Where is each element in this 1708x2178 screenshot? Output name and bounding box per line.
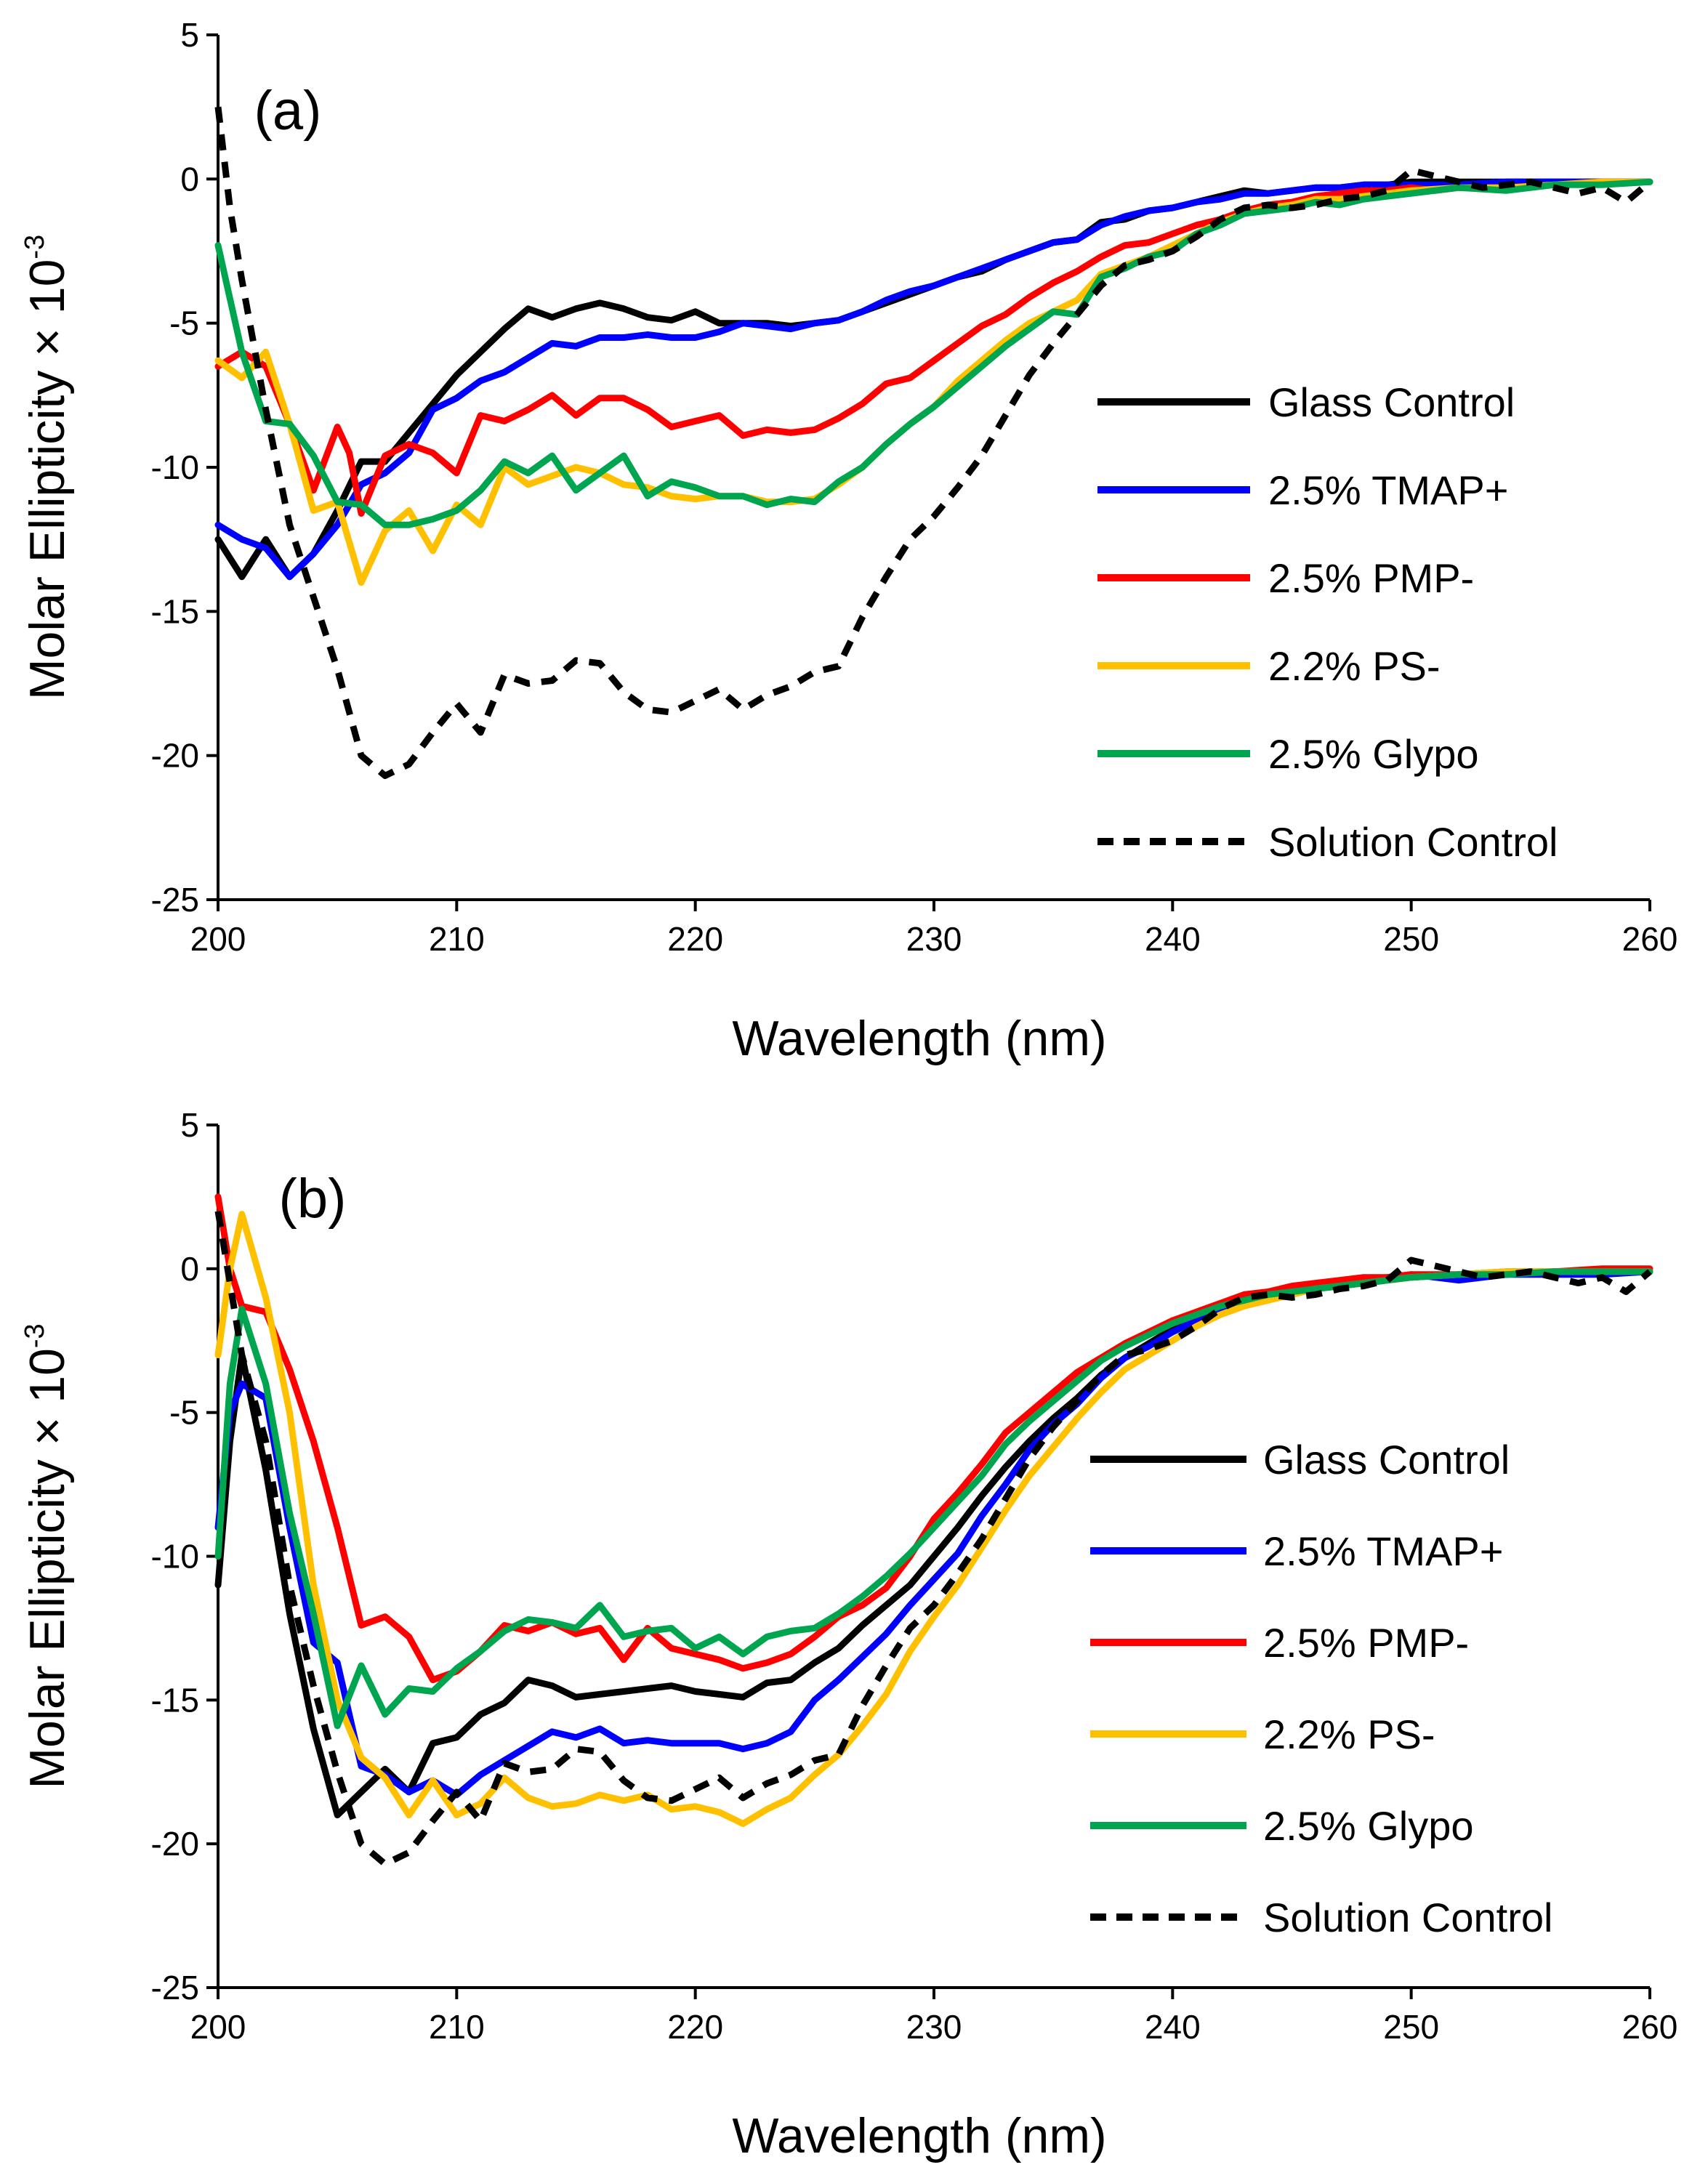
y-tick-label: 0 xyxy=(180,160,199,198)
x-tick-label: 200 xyxy=(190,2008,246,2046)
y-tick-label: -5 xyxy=(169,1394,199,1432)
x-tick-label: 210 xyxy=(429,920,485,958)
series-line-2-5-glypo xyxy=(214,1268,1653,1730)
legend-label: 2.2% PS- xyxy=(1263,1711,1435,1757)
legend-label: 2.5% Glypo xyxy=(1263,1803,1474,1849)
x-tick-label: 220 xyxy=(667,2008,723,2046)
y-axis-label-text: Molar Ellipticity × 10 xyxy=(20,1348,75,1789)
legend-label: Solution Control xyxy=(1263,1895,1552,1940)
y-tick-label: -10 xyxy=(151,448,199,486)
y-tick-label: -5 xyxy=(169,304,199,342)
y-tick-label: 5 xyxy=(180,16,199,54)
legend-label: 2.5% Glypo xyxy=(1268,731,1479,777)
y-tick-label: -25 xyxy=(151,881,199,919)
series-line-2-5-pmp- xyxy=(214,1193,1653,1684)
x-tick-label: 200 xyxy=(190,920,246,958)
x-tick-label: 210 xyxy=(429,2008,485,2046)
legend-label: 2.5% TMAP+ xyxy=(1268,467,1508,513)
series-line-solution-control xyxy=(214,1210,1652,1868)
y-tick-label: 5 xyxy=(180,1106,199,1144)
legend: Glass Control 2.5% TMAP+ 2.5% PMP- 2.2% PS-… xyxy=(1097,379,1558,865)
x-tick-label: 250 xyxy=(1383,920,1439,958)
legend-label: Glass Control xyxy=(1263,1437,1510,1483)
panel-label: (a) xyxy=(254,80,322,142)
y-tick-label: -25 xyxy=(151,1969,199,2006)
y-axis-label-exponent: -3 xyxy=(20,235,50,259)
y-tick-label: -10 xyxy=(151,1538,199,1576)
series-line-2-5-glypo xyxy=(214,178,1653,528)
y-tick-label: -15 xyxy=(151,1681,199,1719)
y-axis-label-exponent: -3 xyxy=(20,1323,50,1348)
x-tick-label: 230 xyxy=(906,920,962,958)
legend-label: 2.5% PMP- xyxy=(1268,555,1474,601)
x-tick-label: 260 xyxy=(1622,2008,1678,2046)
y-axis-label: Molar Ellipticity × 10-3 xyxy=(20,1323,75,1788)
x-axis-label: Wavelength (nm) xyxy=(732,1011,1106,1066)
series-line-solution-control xyxy=(214,106,1652,779)
series-line-2-5-pmp- xyxy=(214,178,1653,517)
x-tick-label: 230 xyxy=(906,2008,962,2046)
legend-label: 2.2% PS- xyxy=(1268,643,1441,689)
y-tick-label: -15 xyxy=(151,592,199,630)
x-tick-label: 240 xyxy=(1145,920,1201,958)
y-axis-label: Molar Ellipticity × 10-3 xyxy=(20,235,75,700)
x-tick-label: 250 xyxy=(1383,2008,1439,2046)
series-line-2-5-tmap- xyxy=(214,178,1653,581)
legend: Glass Control 2.5% TMAP+ 2.5% PMP- 2.2% PS-… xyxy=(1090,1437,1552,1940)
panel-label: (b) xyxy=(279,1168,347,1230)
x-axis-label: Wavelength (nm) xyxy=(732,2108,1106,2163)
y-axis-label-text: Molar Ellipticity × 10 xyxy=(20,259,75,701)
y-tick-label: -20 xyxy=(151,737,199,775)
legend-label: Solution Control xyxy=(1268,819,1558,865)
legend-label: Glass Control xyxy=(1268,379,1515,425)
legend-label: 2.5% PMP- xyxy=(1263,1620,1469,1666)
x-tick-label: 260 xyxy=(1622,920,1678,958)
x-tick-label: 220 xyxy=(667,920,723,958)
x-tick-label: 240 xyxy=(1145,2008,1201,2046)
y-tick-label: -20 xyxy=(151,1825,199,1863)
y-tick-label: 0 xyxy=(180,1250,199,1288)
legend-label: 2.5% TMAP+ xyxy=(1263,1528,1503,1574)
